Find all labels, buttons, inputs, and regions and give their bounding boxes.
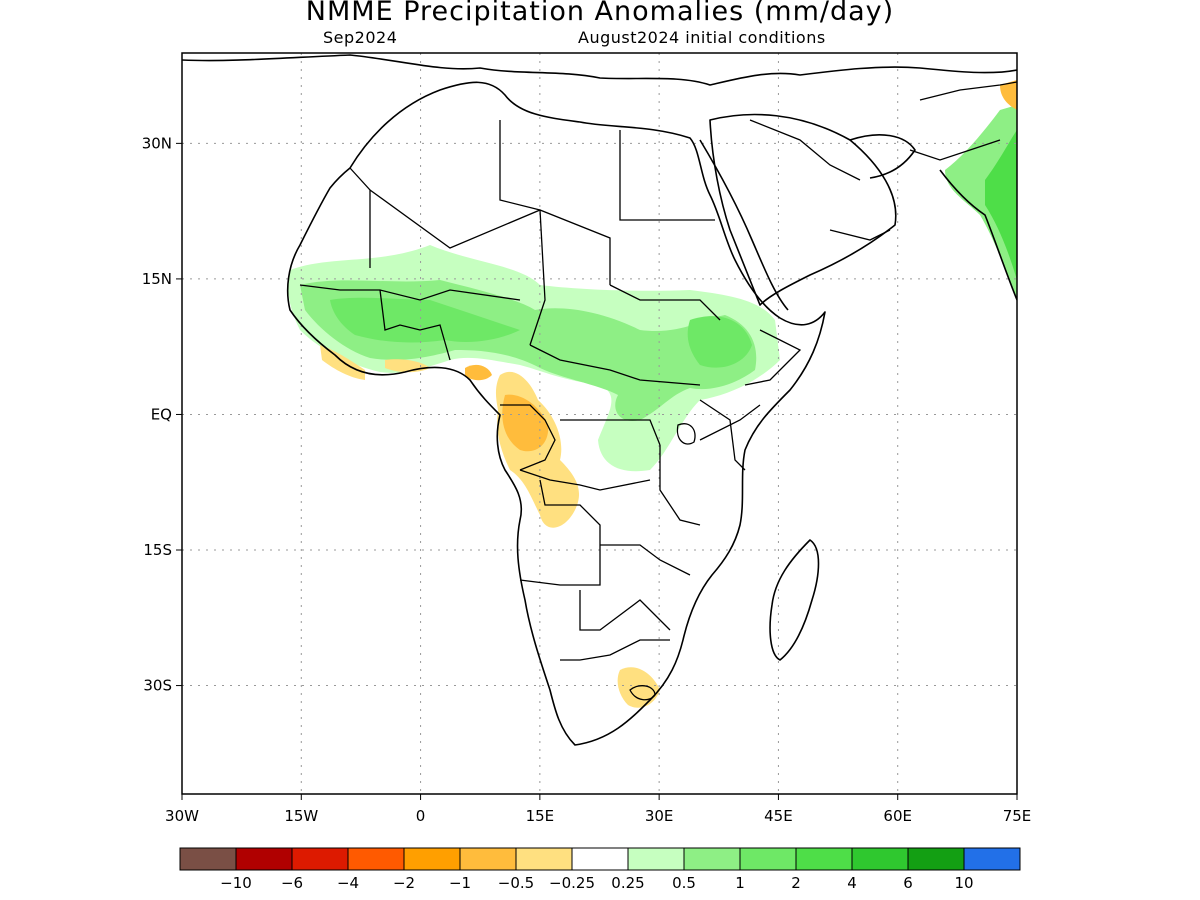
x-tick-label: 45E: [764, 807, 793, 825]
colorbar-swatch: [907, 847, 965, 871]
border-path: [519, 469, 651, 491]
border-path: [919, 81, 1017, 101]
coastlines: [182, 54, 1017, 746]
colorbar-label: −10: [220, 874, 252, 892]
x-tick-label: 75E: [1003, 807, 1032, 825]
colorbar-swatch: [683, 847, 741, 871]
x-tick-label: 15W: [284, 807, 318, 825]
india-coastline: [939, 169, 1017, 301]
border-path: [619, 130, 715, 221]
red-sea-coastline: [699, 139, 789, 311]
colorbar-label: 1: [735, 874, 745, 892]
border-path: [579, 590, 671, 631]
border-path: [529, 344, 701, 386]
pakistan-dry: [1000, 80, 1017, 110]
initial-conditions: August2024 initial conditions: [578, 28, 826, 47]
longitude-axis: 30W 15W 0 15E 30E 45E 60E 75E: [165, 794, 1031, 825]
colorbar-label: −2: [393, 874, 415, 892]
colorbar-label: −1: [449, 874, 471, 892]
east-africa-core: [687, 316, 752, 368]
x-tick-label: 15E: [526, 807, 555, 825]
colorbar-label: 6: [903, 874, 913, 892]
africa-coastline: [286, 81, 826, 746]
anomaly-shading: [288, 80, 1017, 708]
y-tick-label: 15N: [142, 270, 172, 288]
sahel-inner: [330, 297, 520, 343]
nigeria-coast-dry: [465, 364, 492, 381]
colorbar-swatch: [459, 847, 517, 871]
india-core: [985, 130, 1017, 280]
colorbar-swatch: [795, 847, 853, 871]
colorbar-label: 10: [954, 874, 973, 892]
border-path: [699, 399, 746, 471]
border-path: [379, 289, 451, 361]
target-month: Sep2024: [323, 28, 398, 47]
colorbar-label: 0.25: [611, 874, 644, 892]
y-tick-label: 30S: [143, 677, 172, 695]
colorbar-swatch: [515, 847, 573, 871]
border-path: [609, 284, 721, 321]
border-path: [744, 329, 802, 386]
lake-victoria: [676, 423, 696, 445]
colorbar-swatch: [403, 847, 461, 871]
colorbar-swatch: [963, 847, 1021, 871]
colorbar-swatch: [347, 847, 405, 871]
lesotho-border: [629, 685, 656, 701]
y-tick-label: 15S: [143, 541, 172, 559]
colorbar-swatch: [739, 847, 797, 871]
map-title: NMME Precipitation Anomalies (mm/day): [305, 0, 895, 27]
south-africa-dry-anomaly: [617, 667, 660, 708]
colorbar-swatch: [851, 847, 909, 871]
persian-gulf-coastline: [849, 134, 916, 179]
border-path: [299, 284, 521, 301]
colorbar-label: −6: [281, 874, 303, 892]
colorbar-swatch: [291, 847, 349, 871]
border-path: [909, 139, 1001, 161]
colorbar-label: 2: [791, 874, 801, 892]
country-borders: [299, 81, 1017, 701]
border-path: [349, 167, 371, 268]
madagascar-coastline: [769, 539, 820, 661]
border-path: [539, 479, 601, 545]
border-path: [829, 229, 891, 241]
arabia-coastline: [709, 113, 897, 306]
colorbar-label: −0.5: [498, 874, 534, 892]
border-path: [560, 639, 670, 661]
border-path: [749, 119, 861, 181]
colorbar: −10 −6 −4 −2 −1 −0.5 −0.25 0.25 0.5 1 2 4 6 10: [179, 847, 1021, 892]
border-path: [659, 445, 701, 526]
border-path: [600, 544, 691, 576]
colorbar-swatch: [571, 847, 629, 871]
colorbar-swatch: [235, 847, 293, 871]
colorbar-label: −0.25: [549, 874, 595, 892]
y-tick-label: EQ: [151, 405, 172, 423]
x-tick-label: 30E: [645, 807, 674, 825]
x-tick-label: 0: [416, 807, 426, 825]
map-frame: [181, 52, 1018, 795]
border-path: [560, 419, 661, 446]
europe-coastline: [182, 54, 1017, 86]
congo-dry-core: [502, 394, 549, 452]
border-path: [529, 209, 546, 346]
latitude-axis: 30N 15N EQ 15S 30S: [142, 134, 182, 695]
colorbar-swatch: [627, 847, 685, 871]
colorbar-swatch: [179, 847, 237, 871]
x-tick-label: 60E: [883, 807, 912, 825]
colorbar-label: −4: [337, 874, 359, 892]
colorbar-label: 4: [847, 874, 857, 892]
border-path: [499, 120, 541, 211]
colorbar-label: 0.5: [672, 874, 696, 892]
gridlines: [182, 53, 1017, 794]
border-path: [500, 404, 556, 471]
y-tick-label: 30N: [142, 134, 172, 152]
x-tick-label: 30W: [165, 807, 199, 825]
border-path: [699, 404, 761, 441]
border-path: [519, 545, 601, 586]
